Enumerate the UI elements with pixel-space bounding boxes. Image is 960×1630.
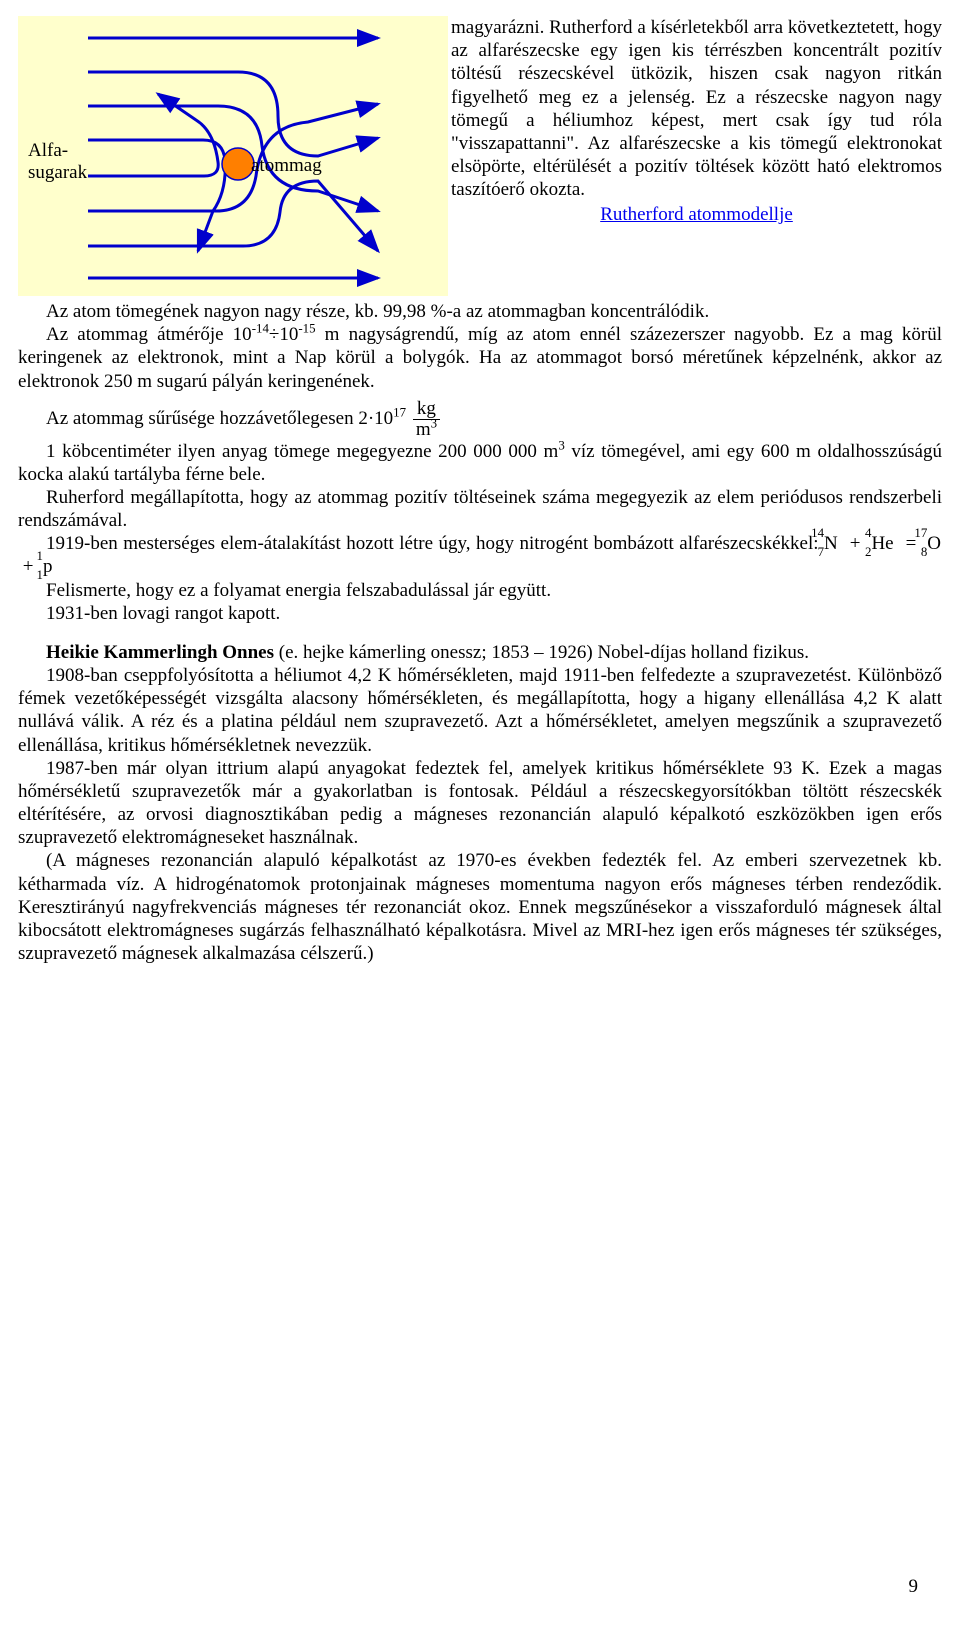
para-knighthood: 1931-ben lovagi rangot kapott. — [18, 602, 942, 625]
para-density: Az atommag sűrűsége hozzávetőlegesen 2·1… — [18, 399, 942, 440]
para-cubic-cm: 1 köbcentiméter ilyen anyag tömege megeg… — [18, 440, 942, 486]
iso-sym: N — [824, 533, 838, 554]
sup: 3 — [431, 415, 437, 430]
iso-a: 14 — [811, 525, 824, 541]
frac-den: m3 — [413, 420, 440, 440]
isotope-N: 147N — [824, 532, 839, 555]
para-mass-concentration: Az atom tömegének nagyon nagy része, kb.… — [18, 300, 942, 323]
txt — [406, 407, 411, 428]
para-onnes-mri: (A mágneses rezonancián alapuló képalkot… — [18, 849, 942, 965]
sup: -15 — [298, 321, 315, 336]
txt: 1919-ben mesterséges elem-átalakítást ho… — [46, 533, 824, 554]
txt: Az atommag sűrűsége hozzávetőlegesen 2·1… — [46, 407, 393, 428]
para-atomic-number: Ruherford megállapította, hogy az atomma… — [18, 486, 942, 532]
rutherford-figure: Alfa- sugarak atommag — [18, 16, 448, 296]
iso-z: 8 — [921, 544, 927, 560]
iso-sym: p — [43, 556, 53, 577]
iso-z: 7 — [818, 544, 824, 560]
iso-z: 1 — [37, 567, 43, 583]
isotope-He: 42He — [871, 532, 894, 555]
figure-label-nucleus: atommag — [251, 154, 322, 177]
para-onnes-head: Heikie Kammerlingh Onnes (e. hejke kámer… — [18, 641, 942, 664]
isotope-O: 178O — [927, 532, 942, 555]
para-diameter: Az atommag átmérője 10-14÷10-15 m nagysá… — [18, 323, 942, 393]
figure-label-alpha-l2: sugarak — [28, 162, 87, 183]
iso-a: 17 — [914, 525, 927, 541]
page-number: 9 — [909, 1575, 919, 1598]
para-onnes-1987: 1987-ben már olyan ittrium alapú anyagok… — [18, 757, 942, 850]
density-fraction: kg m3 — [413, 399, 440, 440]
para-1919-transmutation: 1919-ben mesterséges elem-átalakítást ho… — [18, 532, 942, 578]
txt: 1 köbcentiméter ilyen anyag tömege megeg… — [46, 441, 558, 462]
figure-label-alpha-l1: Alfa- — [28, 140, 68, 161]
iso-a: 4 — [865, 525, 871, 541]
txt: (e. hejke kámerling onessz; 1853 – 1926)… — [274, 642, 809, 663]
para-energy-release: Felismerte, hogy ez a folyamat energia f… — [18, 579, 942, 602]
iso-sym: O — [927, 533, 941, 554]
txt: m — [416, 419, 431, 440]
para-onnes-1908: 1908-ban cseppfolyósította a héliumot 4,… — [18, 664, 942, 757]
sup: 17 — [393, 404, 406, 419]
iso-z: 2 — [865, 544, 871, 560]
onnes-name: Heikie Kammerlingh Onnes — [46, 642, 274, 663]
iso-a: 1 — [37, 548, 43, 564]
isotope-p: 11p — [43, 555, 54, 578]
figure-label-alpha: Alfa- sugarak — [28, 140, 87, 184]
txt: Az atommag átmérője 10 — [46, 324, 252, 345]
txt: ÷10 — [269, 324, 298, 345]
iso-sym: He — [871, 533, 893, 554]
sup: -14 — [252, 321, 269, 336]
